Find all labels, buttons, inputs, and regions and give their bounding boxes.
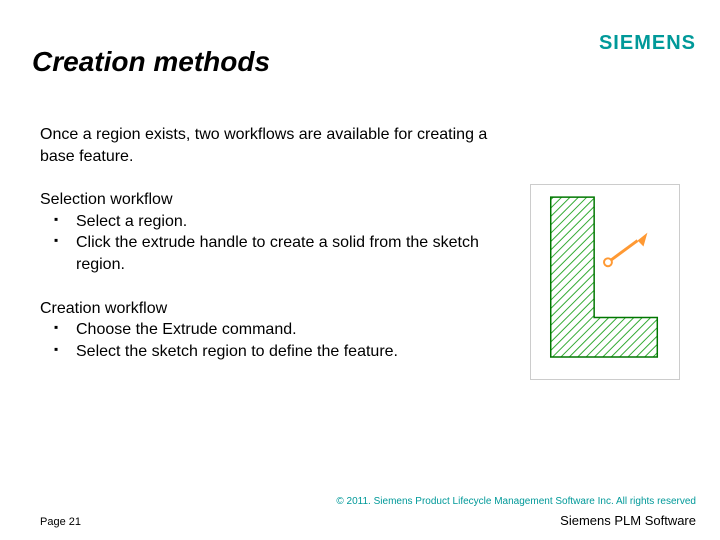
page-number: Page 21 [40, 516, 81, 528]
extrude-figure [530, 184, 680, 380]
brand-line: Siemens PLM Software [560, 513, 696, 528]
intro-text: Once a region exists, two workflows are … [40, 124, 520, 167]
bullet-list: Select a region. Click the extrude handl… [40, 211, 520, 276]
content-area: Once a region exists, two workflows are … [40, 124, 520, 384]
footer-row: Page 21 Siemens PLM Software [40, 513, 696, 528]
page-title: Creation methods [32, 46, 270, 78]
section-heading: Selection workflow [40, 189, 520, 211]
bullet-list: Choose the Extrude command. Select the s… [40, 319, 520, 362]
list-item: Select a region. [64, 211, 520, 233]
copyright-text: © 2011. Siemens Product Lifecycle Manage… [40, 496, 696, 507]
list-item: Select the sketch region to define the f… [64, 341, 520, 363]
list-item: Choose the Extrude command. [64, 319, 520, 341]
siemens-logo: SIEMENS [599, 32, 696, 55]
section-selection-workflow: Selection workflow Select a region. Clic… [40, 189, 520, 275]
section-heading: Creation workflow [40, 298, 520, 320]
list-item: Click the extrude handle to create a sol… [64, 232, 520, 275]
section-creation-workflow: Creation workflow Choose the Extrude com… [40, 298, 520, 363]
footer: © 2011. Siemens Product Lifecycle Manage… [40, 496, 696, 528]
slide: Creation methods SIEMENS Once a region e… [0, 0, 720, 540]
extrude-illustration-icon [531, 185, 679, 379]
